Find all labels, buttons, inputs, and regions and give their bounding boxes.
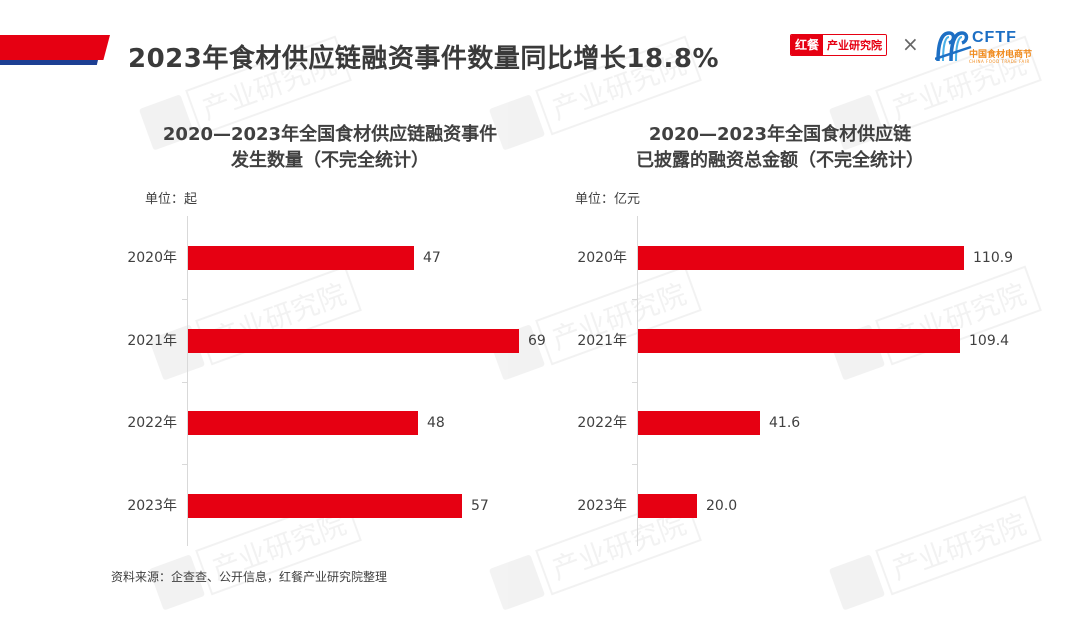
category-label: 2021年 <box>127 333 177 349</box>
bar <box>638 246 964 270</box>
collab-separator: × <box>902 32 919 56</box>
page-title: 2023年食材供应链融资事件数量同比增长18.8% <box>128 44 720 74</box>
right-chart-unit: 单位：亿元 <box>575 192 641 207</box>
hongcan-logo-red: 红餐 <box>791 35 824 55</box>
bar <box>188 494 462 518</box>
value-label: 48 <box>427 415 445 431</box>
bar <box>638 411 760 435</box>
value-label: 41.6 <box>769 415 801 431</box>
bar <box>188 411 418 435</box>
cftf-en-name: CHINA FOOD TRADE FAIR <box>969 59 1030 64</box>
value-label: 109.4 <box>969 333 1010 349</box>
left-chart-unit: 单位：起 <box>145 192 198 207</box>
watermark: 产业研究院 <box>828 265 1042 383</box>
hongcan-logo-text: 产业研究院 <box>823 35 887 55</box>
cftf-cn-name: 中国食材电商节 <box>969 50 1033 60</box>
category-label: 2023年 <box>127 498 177 514</box>
left-chart-title: 2020—2023年全国食材供应链融资事件 发生数量（不完全统计） <box>162 124 498 171</box>
left-chart-y-axis <box>187 216 188 546</box>
value-label: 69 <box>528 333 546 349</box>
axis-tick <box>632 382 637 383</box>
bar <box>638 494 697 518</box>
value-label: 47 <box>423 250 441 266</box>
bar <box>188 246 414 270</box>
category-label: 2020年 <box>127 250 177 266</box>
axis-tick <box>182 299 187 300</box>
value-label: 57 <box>471 498 489 514</box>
axis-tick <box>182 382 187 383</box>
right-chart-y-axis <box>637 216 638 546</box>
header-banner-decoration <box>0 35 110 65</box>
axis-tick <box>182 464 187 465</box>
bar <box>188 329 519 353</box>
cftf-loops-icon <box>935 31 972 62</box>
axis-tick <box>632 464 637 465</box>
bar <box>638 329 960 353</box>
category-label: 2020年 <box>577 250 627 266</box>
right-chart-title: 2020—2023年全国食材供应链 已披露的融资总金额（不完全统计） <box>636 124 924 171</box>
watermark: 产业研究院 <box>488 265 702 383</box>
value-label: 110.9 <box>973 250 1014 266</box>
axis-tick <box>632 299 637 300</box>
hongcan-logo: 红餐 产业研究院 <box>790 34 888 56</box>
category-label: 2021年 <box>577 333 627 349</box>
cftf-name: CFTF <box>972 29 1017 46</box>
category-label: 2023年 <box>577 498 627 514</box>
cftf-logo: CFTF 中国食材电商节 CHINA FOOD TRADE FAIR <box>935 27 1040 67</box>
category-label: 2022年 <box>577 415 627 431</box>
watermark: 产业研究院 <box>828 495 1042 613</box>
data-source-note: 资料来源：企查查、公开信息，红餐产业研究院整理 <box>111 570 388 584</box>
value-label: 20.0 <box>706 498 738 514</box>
category-label: 2022年 <box>127 415 177 431</box>
watermark: 产业研究院 <box>148 265 362 383</box>
